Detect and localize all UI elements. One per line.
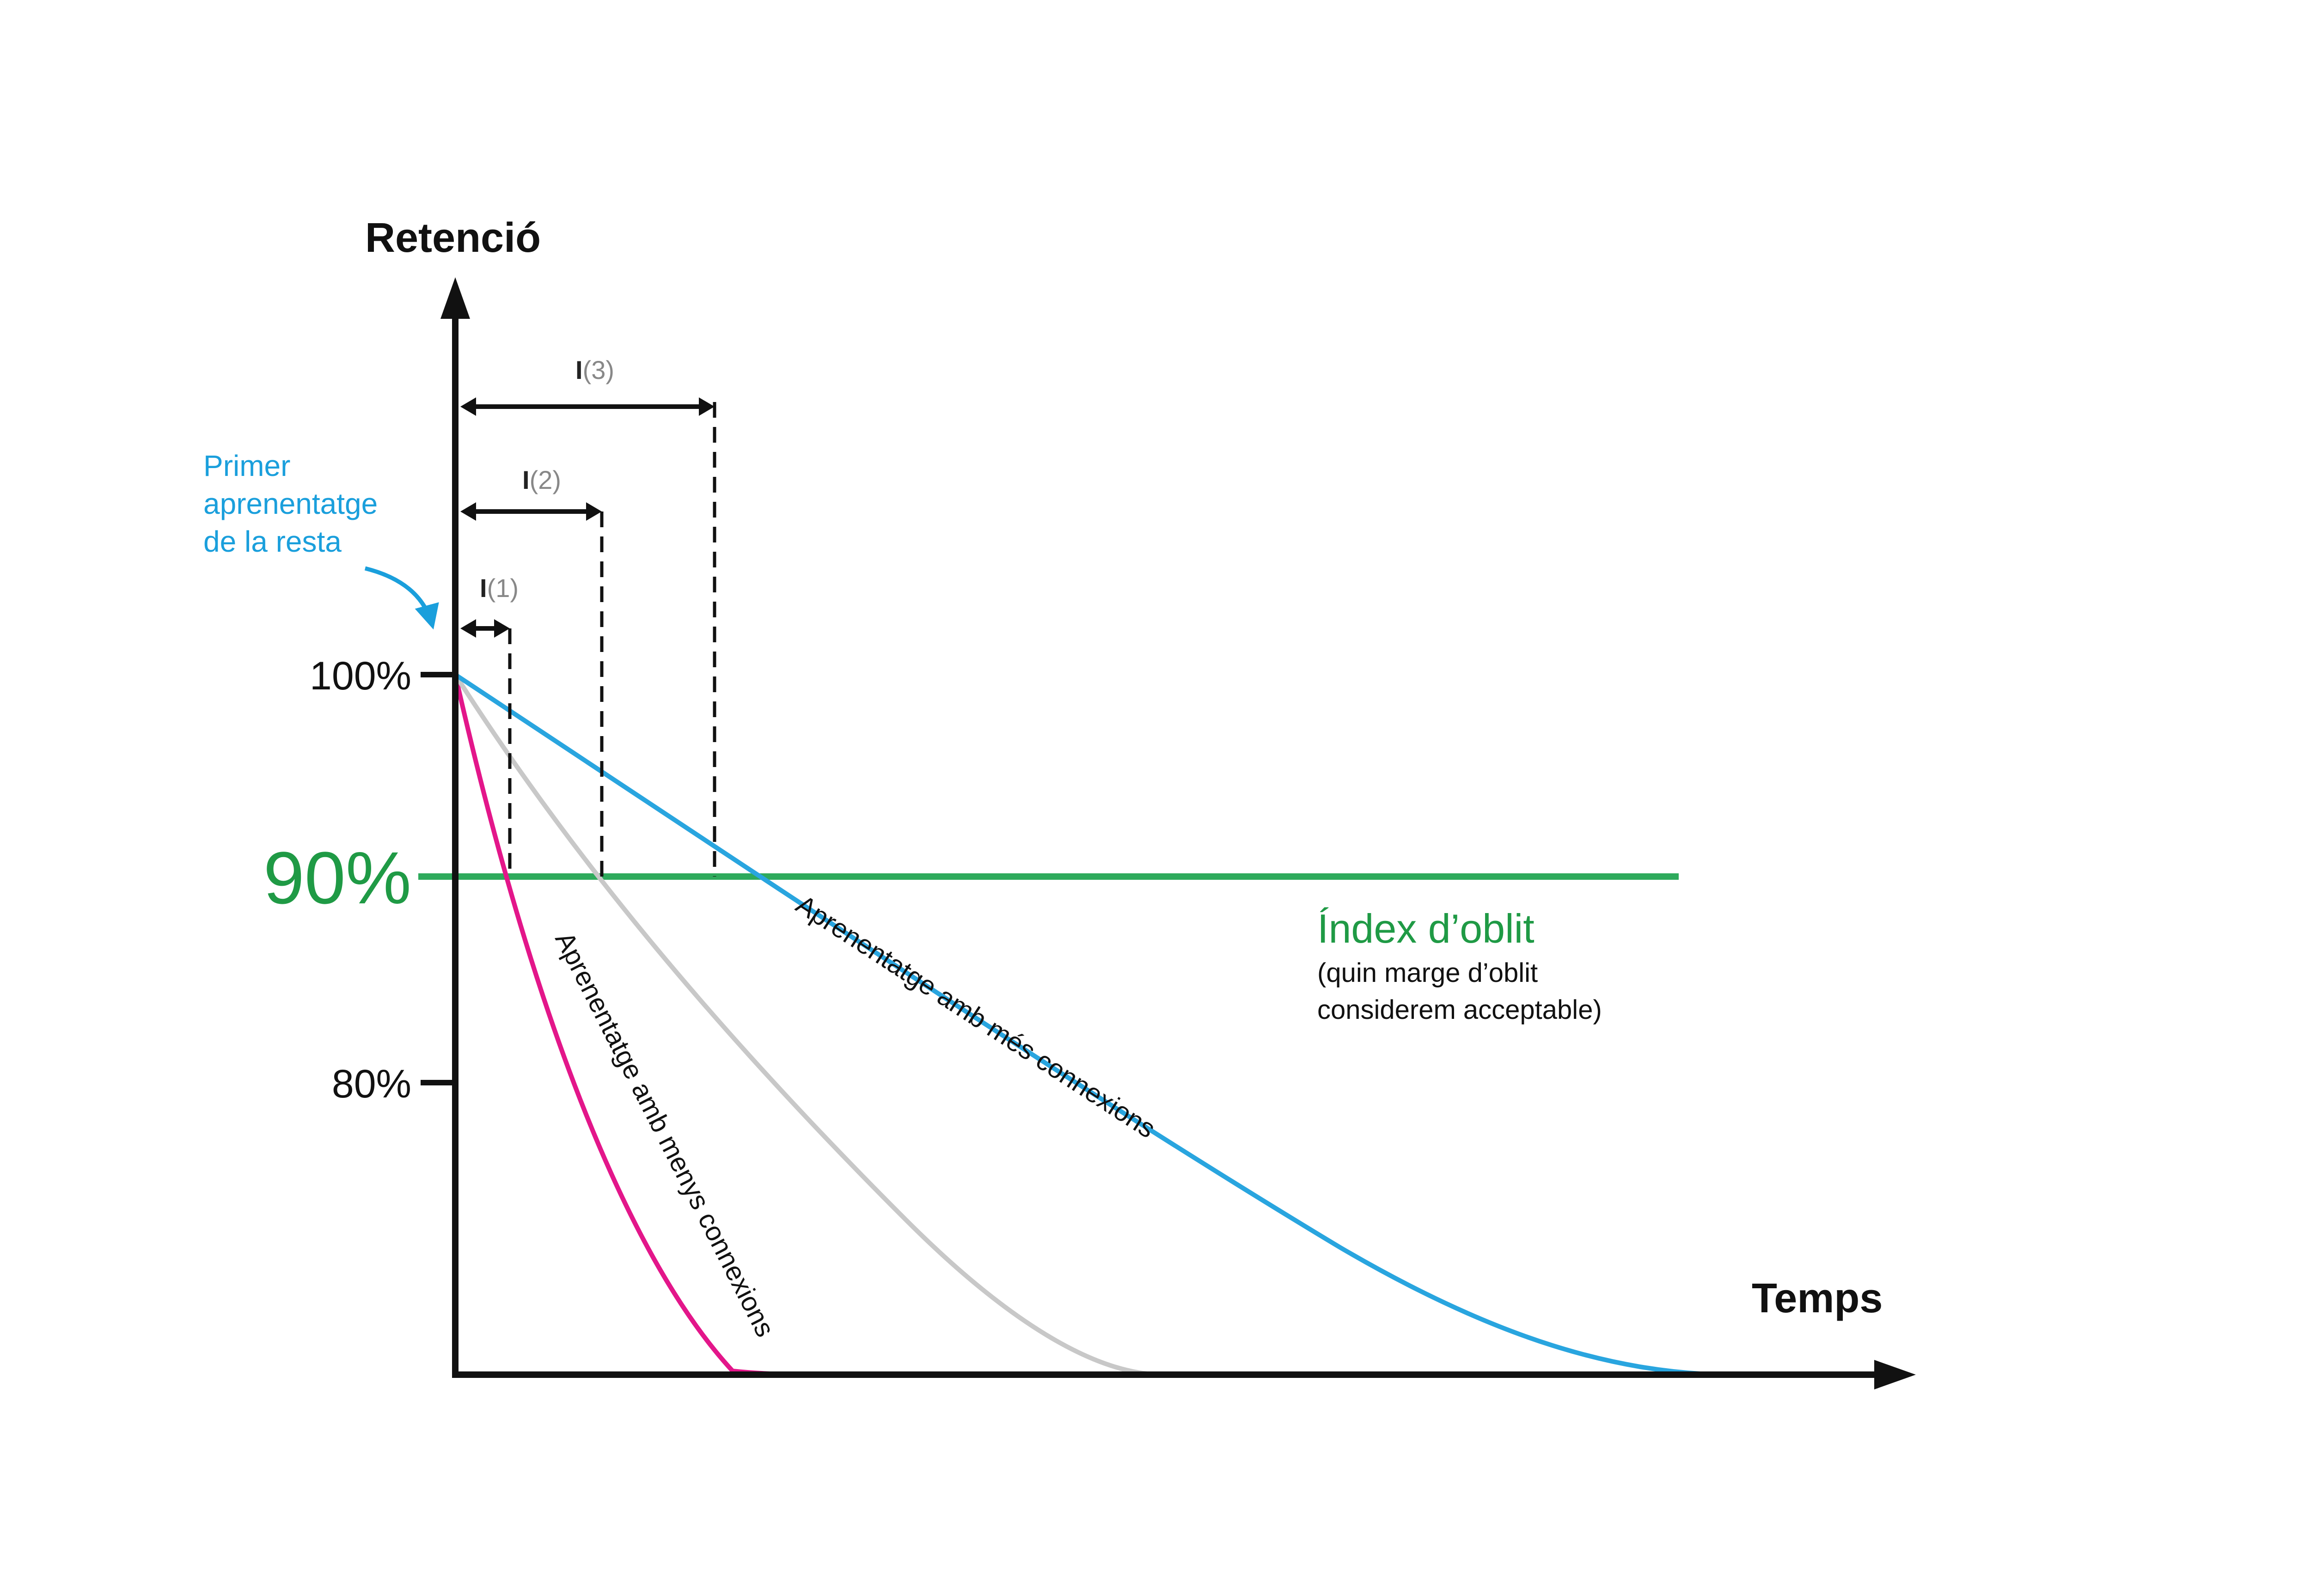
y-axis-title: Retenció (365, 215, 541, 261)
interval-1-label: I(1) (480, 573, 519, 603)
interval-1-arrow (460, 619, 510, 638)
x-axis-title: Temps (1752, 1275, 1883, 1322)
y-tick-label-80: 80% (332, 1062, 411, 1106)
first-learning-arrow (364, 566, 439, 630)
interval-3-label: I(3) (575, 355, 614, 384)
curve-middle (453, 672, 1162, 1377)
curve-more-label: Aprenentatge amb més connexions (791, 889, 1161, 1144)
interval-2-label: I(2) (522, 465, 561, 494)
threshold-description: (quin marge d’oblit considerem acceptabl… (1317, 958, 1602, 1025)
y-tick-label-90: 90% (263, 836, 411, 919)
first-learning-note: Primer aprenentatge de la resta (203, 449, 386, 558)
curve-more-connections (453, 672, 1722, 1377)
interval-3-arrow (460, 397, 715, 416)
interval-2-arrow (460, 502, 602, 521)
x-axis-arrowhead (1874, 1360, 1916, 1389)
y-axis-arrowhead (440, 277, 470, 319)
y-tick-label-100: 100% (310, 654, 411, 698)
threshold-label: Índex d’oblit (1317, 906, 1535, 951)
